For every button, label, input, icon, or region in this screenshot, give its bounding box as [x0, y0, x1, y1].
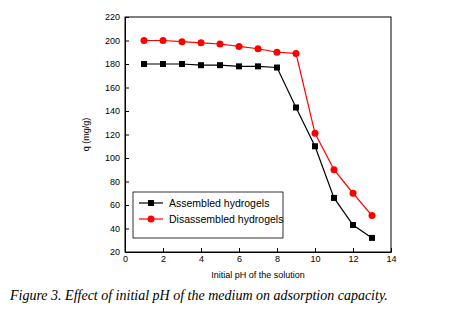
marker	[274, 65, 280, 71]
y-tick-mark	[125, 111, 129, 112]
y-tick-label: 80	[110, 177, 120, 187]
y-tick-mark	[125, 17, 129, 18]
y-tick: 160	[105, 83, 129, 93]
y-tick: 60	[110, 200, 129, 210]
y-tick-label: 140	[105, 106, 120, 116]
x-tick-mark	[277, 248, 278, 252]
y-tick-mark	[125, 64, 129, 65]
marker	[141, 37, 148, 44]
x-axis-line	[126, 252, 392, 253]
marker	[255, 45, 262, 52]
legend-marker	[148, 200, 154, 206]
x-tick: 14	[386, 248, 396, 264]
y-tick: 40	[110, 224, 129, 234]
y-tick: 200	[105, 36, 129, 46]
x-tick: 4	[199, 248, 204, 264]
y-tick-label: 200	[105, 36, 120, 46]
y-tick-mark	[125, 41, 129, 42]
marker	[350, 222, 356, 228]
x-tick-label: 2	[161, 254, 166, 264]
y-tick: 140	[105, 106, 129, 116]
marker	[331, 195, 337, 201]
marker	[312, 143, 318, 149]
y-tick-label: 60	[110, 200, 120, 210]
marker	[255, 63, 261, 69]
chart: 0 2 4 6 8 10 12 14 20 40 60 80 100 120 140 160 180 200 220…	[0, 0, 467, 315]
x-tick-mark	[239, 248, 240, 252]
x-tick-label: 6	[237, 254, 242, 264]
y-tick-label: 40	[110, 224, 120, 234]
y-tick-mark	[125, 252, 129, 253]
marker	[198, 39, 205, 46]
legend-box	[133, 192, 283, 238]
plot-frame	[125, 17, 391, 252]
x-axis: 0 2 4 6 8 10 12 14	[123, 248, 397, 264]
marker	[293, 50, 300, 57]
marker	[217, 41, 224, 48]
x-tick: 8	[275, 248, 280, 264]
series-line	[144, 41, 372, 216]
y-tick-label: 160	[105, 83, 120, 93]
y-axis-title: q (mg/g)	[81, 118, 91, 152]
y-tick-mark	[125, 158, 129, 159]
y-axis: 20 40 60 80 100 120 140 160 180 200 220	[105, 12, 129, 257]
x-tick: 2	[161, 248, 166, 264]
y-tick-mark	[125, 229, 129, 230]
x-tick-label: 12	[348, 254, 358, 264]
y-tick-mark	[125, 182, 129, 183]
y-tick: 100	[105, 153, 129, 163]
marker	[141, 61, 147, 67]
x-tick: 12	[348, 248, 358, 264]
x-axis-title: Initial pH of the solution	[211, 270, 305, 280]
x-tick-mark	[163, 248, 164, 252]
x-tick: 10	[310, 248, 320, 264]
legend: Assembled hydrogels Disassembled hydrogel…	[133, 192, 283, 238]
y-tick-label: 220	[105, 12, 120, 22]
y-tick: 120	[105, 130, 129, 140]
x-tick-label: 10	[310, 254, 320, 264]
marker	[217, 62, 223, 68]
marker	[369, 212, 376, 219]
x-tick-mark	[353, 248, 354, 252]
y-tick-label: 120	[105, 130, 120, 140]
x-tick-label: 0	[123, 254, 128, 264]
x-tick: 6	[237, 248, 242, 264]
marker	[179, 38, 186, 45]
x-tick-label: 14	[386, 254, 396, 264]
marker	[179, 61, 185, 67]
x-tick-label: 4	[199, 254, 204, 264]
x-tick-mark	[315, 248, 316, 252]
y-tick-label: 100	[105, 153, 120, 163]
marker	[312, 130, 319, 137]
marker	[331, 166, 338, 173]
x-tick-mark	[201, 248, 202, 252]
x-tick-label: 8	[275, 254, 280, 264]
y-tick: 80	[110, 177, 129, 187]
x-tick-mark	[391, 248, 392, 252]
y-tick: 20	[110, 247, 129, 257]
marker	[198, 62, 204, 68]
y-tick-mark	[125, 135, 129, 136]
caption: Figure 3. Effect of initial pH of the me…	[9, 288, 388, 303]
marker	[369, 235, 375, 241]
y-tick: 220	[105, 12, 129, 22]
y-tick-mark	[125, 205, 129, 206]
marker	[160, 37, 167, 44]
marker	[350, 190, 357, 197]
marker	[160, 61, 166, 67]
marker	[293, 104, 299, 110]
marker	[236, 63, 242, 69]
legend-label: Disassembled hydrogels	[169, 213, 283, 225]
legend-label: Assembled hydrogels	[169, 197, 269, 209]
marker	[274, 49, 281, 56]
y-tick-mark	[125, 88, 129, 89]
legend-marker	[148, 216, 155, 223]
marker	[236, 43, 243, 50]
y-tick: 180	[105, 59, 129, 69]
y-tick-label: 180	[105, 59, 120, 69]
y-tick-label: 20	[110, 247, 120, 257]
